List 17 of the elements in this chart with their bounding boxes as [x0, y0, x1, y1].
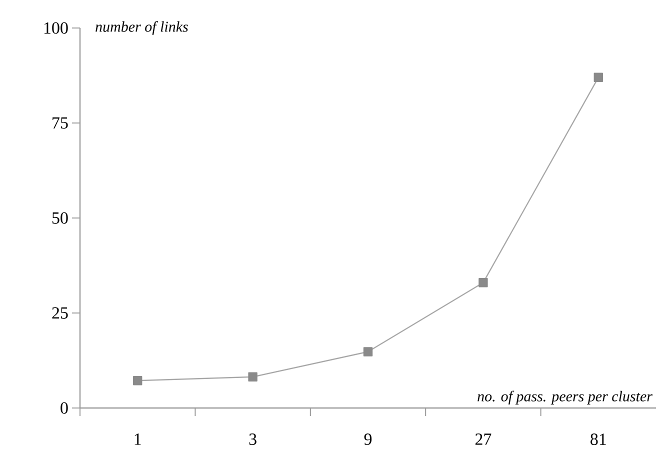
y-tick-label: 100	[44, 22, 68, 34]
y-tick-label: 25	[52, 307, 68, 319]
point	[594, 72, 604, 82]
x-tick-label: 81	[590, 434, 606, 446]
y-tick-label: 0	[60, 402, 68, 414]
y-tick-label: 50	[52, 212, 68, 224]
x-tick-label: 9	[364, 434, 372, 445]
x-tick-label: 3	[249, 434, 256, 445]
point	[133, 376, 142, 386]
x-tick-label: 1	[134, 434, 141, 445]
x-tick-label: 27	[475, 434, 492, 445]
point	[363, 347, 373, 356]
y-axis-title: number of links	[96, 21, 188, 35]
x-axis-title: no. of pass. peers per cluster	[478, 390, 653, 404]
point	[478, 278, 488, 288]
y-tick-label: 75	[52, 117, 68, 129]
point	[248, 372, 258, 382]
